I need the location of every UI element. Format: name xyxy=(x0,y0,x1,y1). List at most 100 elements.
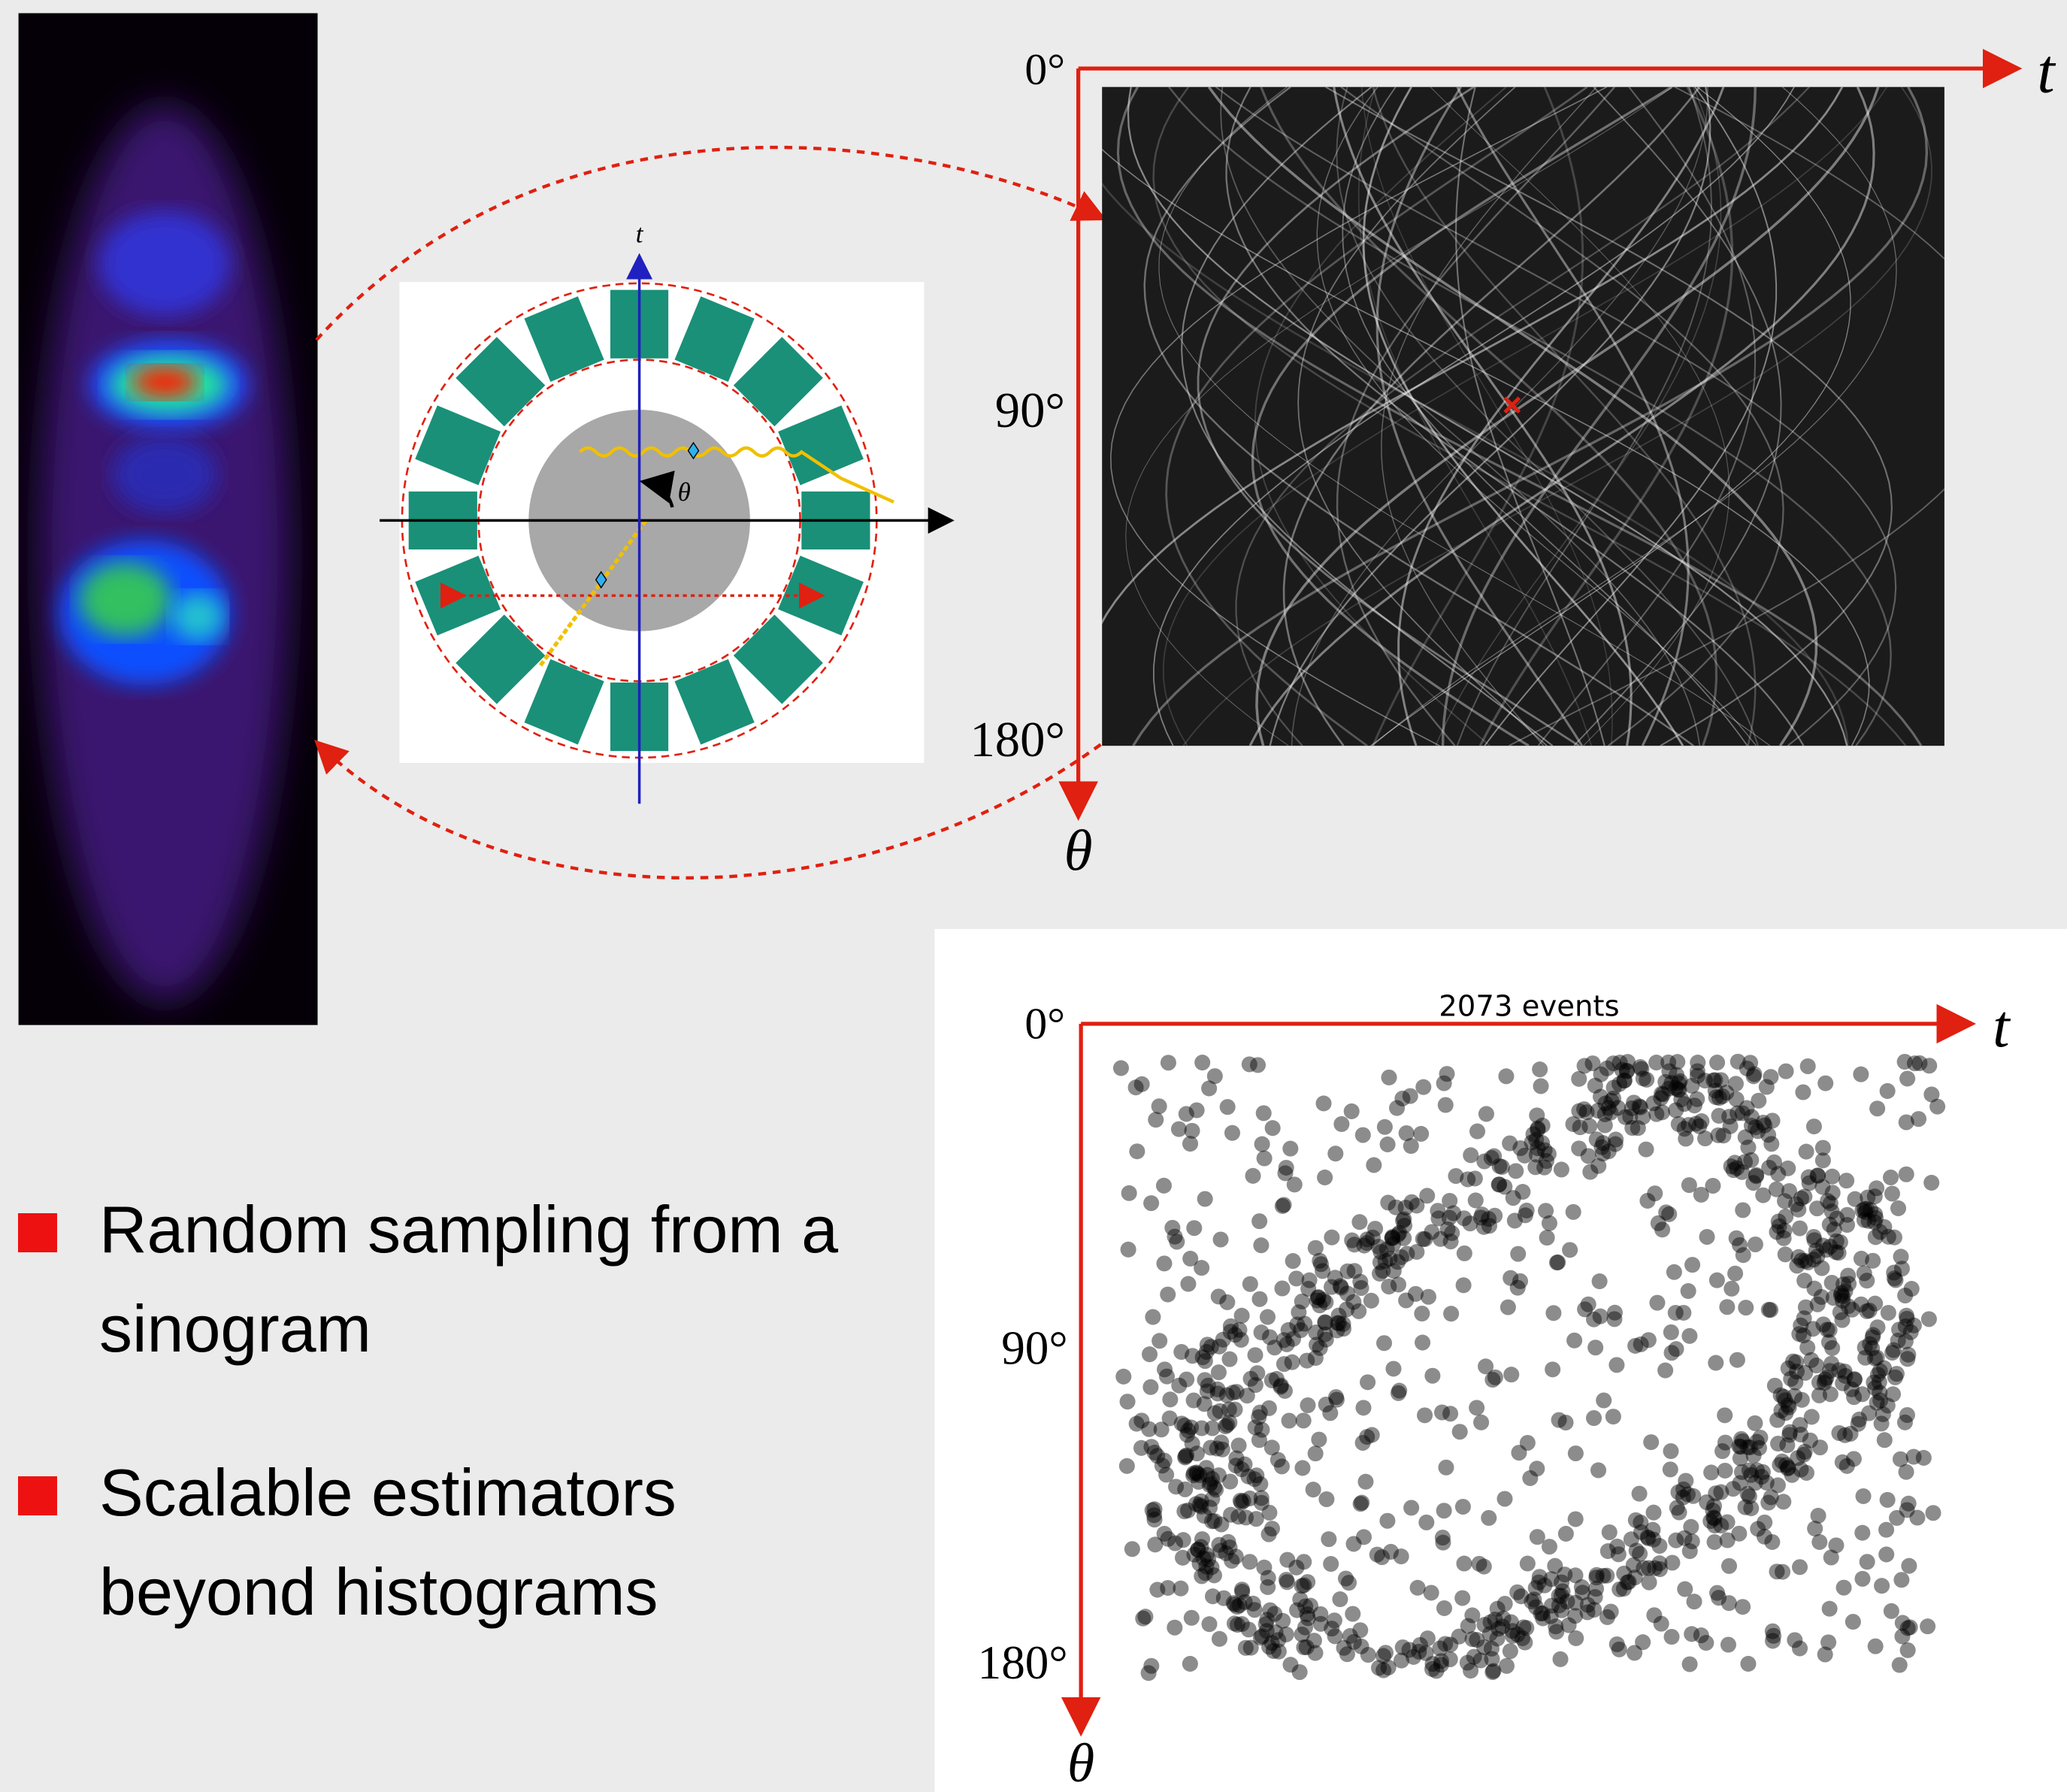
event-dot xyxy=(1698,1635,1714,1651)
event-dot xyxy=(1182,1136,1198,1152)
event-dot xyxy=(1498,1068,1514,1084)
event-dot xyxy=(1603,1093,1619,1109)
event-dot xyxy=(1868,1229,1884,1245)
event-dot xyxy=(1766,1628,1781,1644)
event-dot xyxy=(1872,1363,1888,1379)
event-dot xyxy=(1443,1306,1459,1321)
event-dot xyxy=(1211,1364,1227,1380)
event-dot xyxy=(1792,1221,1808,1237)
event-dot xyxy=(1282,1141,1298,1157)
event-dot xyxy=(1409,1244,1424,1260)
event-dot xyxy=(1254,1137,1270,1152)
event-dot xyxy=(1900,1347,1916,1363)
event-dot xyxy=(1532,1061,1548,1077)
event-dot xyxy=(1889,1510,1905,1526)
event-dot xyxy=(1775,1494,1791,1509)
event-dot xyxy=(1641,1332,1657,1348)
event-dot xyxy=(1856,1488,1872,1504)
event-dot xyxy=(1510,1280,1526,1296)
event-dot xyxy=(1179,1372,1194,1388)
event-dot xyxy=(1845,1614,1861,1630)
event-dot xyxy=(1530,1122,1545,1137)
event-dot xyxy=(1311,1432,1327,1448)
event-dot xyxy=(1923,1086,1939,1102)
event-dot xyxy=(1549,1255,1565,1270)
event-dot xyxy=(1878,1546,1894,1562)
event-dot xyxy=(1633,1059,1648,1075)
event-dot xyxy=(1766,1155,1782,1170)
event-dot xyxy=(1799,1465,1814,1481)
event-dot xyxy=(1156,1255,1172,1271)
event-dot xyxy=(1203,1475,1218,1491)
event-dot xyxy=(1359,1235,1375,1251)
event-dot xyxy=(1276,1332,1292,1348)
event-dot xyxy=(1824,1169,1840,1185)
event-dot xyxy=(1378,1645,1394,1660)
event-dot xyxy=(1900,1620,1916,1636)
event-dot xyxy=(1759,1475,1775,1491)
event-dot xyxy=(1527,1159,1543,1175)
event-dot xyxy=(1467,1170,1483,1186)
event-dot xyxy=(1643,1434,1659,1450)
event-dot xyxy=(1438,1097,1454,1112)
event-dot xyxy=(1227,1615,1242,1631)
event-dot xyxy=(1185,1467,1201,1483)
event-dot xyxy=(1893,1451,1908,1467)
event-dot xyxy=(1220,1099,1236,1115)
event-dot xyxy=(1381,1070,1397,1085)
event-dot xyxy=(1646,1607,1662,1623)
event-dot xyxy=(1306,1482,1321,1497)
event-dot xyxy=(1671,1116,1687,1132)
event-dot xyxy=(1749,1434,1765,1450)
event-dot xyxy=(1251,1213,1267,1229)
event-dot xyxy=(1707,1534,1723,1550)
event-dot xyxy=(1697,1131,1713,1146)
event-dot xyxy=(1360,1374,1375,1390)
event-dot xyxy=(1721,1558,1737,1574)
event-dot xyxy=(1394,1091,1410,1106)
event-dot xyxy=(1420,1630,1436,1646)
bullet-item: Random sampling from a sinogram xyxy=(18,1180,845,1379)
event-dot xyxy=(1528,1600,1544,1615)
event-dot xyxy=(1545,1305,1561,1321)
event-dot xyxy=(1909,1510,1925,1526)
event-dot xyxy=(1276,1197,1292,1212)
event-dot xyxy=(1194,1531,1210,1547)
event-dot xyxy=(1473,1415,1489,1430)
event-dot xyxy=(1664,1629,1680,1645)
event-dot xyxy=(1595,1135,1611,1151)
event-dot xyxy=(1592,1273,1608,1289)
event-dot xyxy=(1893,1249,1908,1264)
event-dot xyxy=(1906,1449,1922,1465)
event-dot xyxy=(1638,1142,1654,1158)
event-dot xyxy=(1508,1163,1524,1179)
event-dot xyxy=(1497,1491,1512,1506)
event-dot xyxy=(1322,1405,1338,1421)
event-dot xyxy=(1921,1058,1937,1073)
event-dot xyxy=(1382,1251,1397,1267)
angle-label: 90° xyxy=(995,383,1065,438)
event-dot xyxy=(1887,1270,1902,1286)
event-dot xyxy=(1371,1660,1387,1675)
event-dot xyxy=(1160,1580,1176,1596)
event-dot xyxy=(1892,1657,1908,1672)
event-dot xyxy=(1336,1321,1351,1336)
event-dot xyxy=(1796,1447,1811,1463)
event-dot xyxy=(1355,1127,1371,1143)
event-dot xyxy=(1815,1152,1831,1168)
event-dot xyxy=(1128,1079,1144,1095)
event-dot xyxy=(1484,1372,1500,1388)
event-dot xyxy=(1681,1177,1697,1193)
event-dot xyxy=(1807,1521,1823,1536)
event-dot xyxy=(1649,1295,1665,1311)
event-dot xyxy=(1230,1509,1246,1524)
event-dot xyxy=(1310,1290,1326,1306)
event-dot xyxy=(1599,1609,1615,1625)
event-dot xyxy=(1681,1283,1696,1299)
event-dot xyxy=(1168,1479,1184,1494)
event-dot xyxy=(1424,1585,1439,1600)
event-dot xyxy=(1182,1656,1198,1672)
event-dot xyxy=(1809,1167,1825,1183)
event-dot xyxy=(1463,1147,1478,1163)
event-dot xyxy=(1211,1288,1227,1304)
